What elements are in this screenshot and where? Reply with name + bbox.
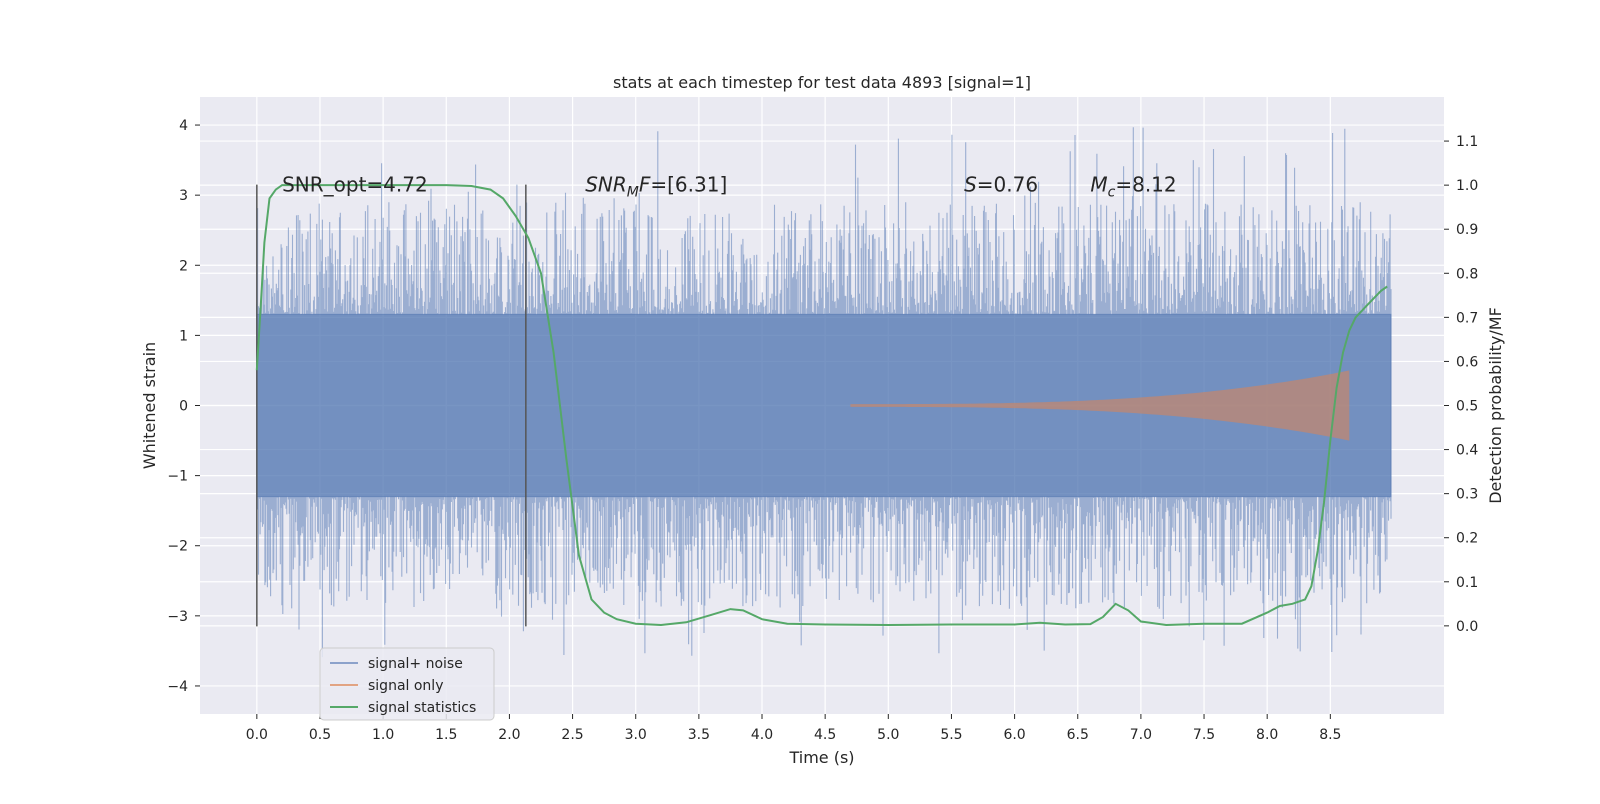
legend-box: [319, 647, 495, 721]
plot-group: 0.0 0.5 1.0 1.5 2.0 2.5 3.0 3.5 4.0 4.5 5.0 5.5 6.0 6…: [167, 97, 1478, 743]
y-left-tick-label: 3: [179, 188, 188, 204]
y-right-tick-label: 0.9: [1456, 222, 1478, 238]
y-right-tick-label: 0.0: [1456, 619, 1478, 635]
y-axis-right-label: Detection probability/MF: [1486, 307, 1505, 504]
x-tick-label: 3.5: [688, 727, 710, 743]
x-tick-label: 1.0: [372, 727, 394, 743]
x-tick-label: 6.0: [1003, 727, 1025, 743]
y-left-tick-label: 4: [179, 118, 188, 134]
legend: signal+ noise signal only signal statistic…: [319, 647, 495, 721]
y-right-tick-label: 0.5: [1456, 399, 1478, 415]
y-right-tick-label: 0.4: [1456, 443, 1478, 459]
y-axis-left-label: Whitened strain: [140, 342, 159, 469]
legend-entry: signal+ noise: [368, 656, 463, 672]
y-right-tick-label: 0.2: [1456, 531, 1478, 547]
x-tick-label: 4.5: [814, 727, 836, 743]
signal-only-chirp: [850, 370, 1350, 441]
y-left-tick-label: 1: [179, 328, 188, 344]
series-signal-only: [850, 370, 1350, 441]
y-right-axis-ticks: 1.1 1.0 0.9 0.8 0.7 0.6 0.5 0.4 0.3 0.2 0.1 0.0: [1444, 134, 1478, 635]
x-axis-ticks: 0.0 0.5 1.0 1.5 2.0 2.5 3.0 3.5 4.0 4.5 5.0 5.5 6.0 6…: [246, 714, 1341, 743]
y-left-tick-label: −4: [167, 679, 188, 695]
x-tick-label: 6.5: [1067, 727, 1089, 743]
snr-mf-annotation: SNRMF=[6.31]: [585, 173, 727, 201]
y-left-tick-label: 2: [179, 258, 188, 274]
y-left-tick-label: −3: [167, 609, 188, 625]
y-left-tick-label: 0: [179, 399, 188, 415]
x-tick-label: 1.5: [435, 727, 457, 743]
y-left-tick-label: −1: [167, 469, 188, 485]
x-tick-label: 3.0: [625, 727, 647, 743]
x-tick-label: 5.0: [877, 727, 899, 743]
y-right-tick-label: 1.1: [1456, 134, 1478, 150]
signal-statistics-line: [255, 184, 1388, 627]
legend-entry: signal statistics: [368, 700, 476, 716]
x-tick-label: 0.5: [309, 727, 331, 743]
x-tick-label: 7.5: [1193, 727, 1215, 743]
y-right-tick-label: 0.8: [1456, 266, 1478, 282]
y-left-axis-ticks: 4 3 2 1 0 −1 −2 −3 −4: [167, 118, 200, 695]
s-annotation: S=0.76: [964, 173, 1038, 197]
x-tick-label: 5.5: [940, 727, 962, 743]
y-right-tick-label: 1.0: [1456, 178, 1478, 194]
x-tick-label: 2.5: [561, 727, 583, 743]
x-tick-label: 8.5: [1319, 727, 1341, 743]
chart-title: stats at each timestep for test data 489…: [613, 73, 1031, 92]
y-right-tick-label: 0.1: [1456, 575, 1478, 591]
x-tick-label: 4.0: [751, 727, 773, 743]
x-tick-label: 8.0: [1256, 727, 1278, 743]
y-right-tick-label: 0.3: [1456, 487, 1478, 503]
mc-annotation: Mc=8.12: [1090, 173, 1176, 201]
x-tick-label: 2.0: [498, 727, 520, 743]
y-right-tick-label: 0.7: [1456, 310, 1478, 326]
y-right-tick-label: 0.6: [1456, 354, 1478, 370]
x-tick-label: 7.0: [1130, 727, 1152, 743]
snr-opt-annotation: SNR_opt=4.72: [282, 173, 428, 197]
y-left-tick-label: −2: [167, 539, 188, 555]
legend-entry: signal only: [368, 678, 443, 694]
x-axis-label: Time (s): [788, 748, 854, 767]
x-tick-label: 0.0: [246, 727, 268, 743]
